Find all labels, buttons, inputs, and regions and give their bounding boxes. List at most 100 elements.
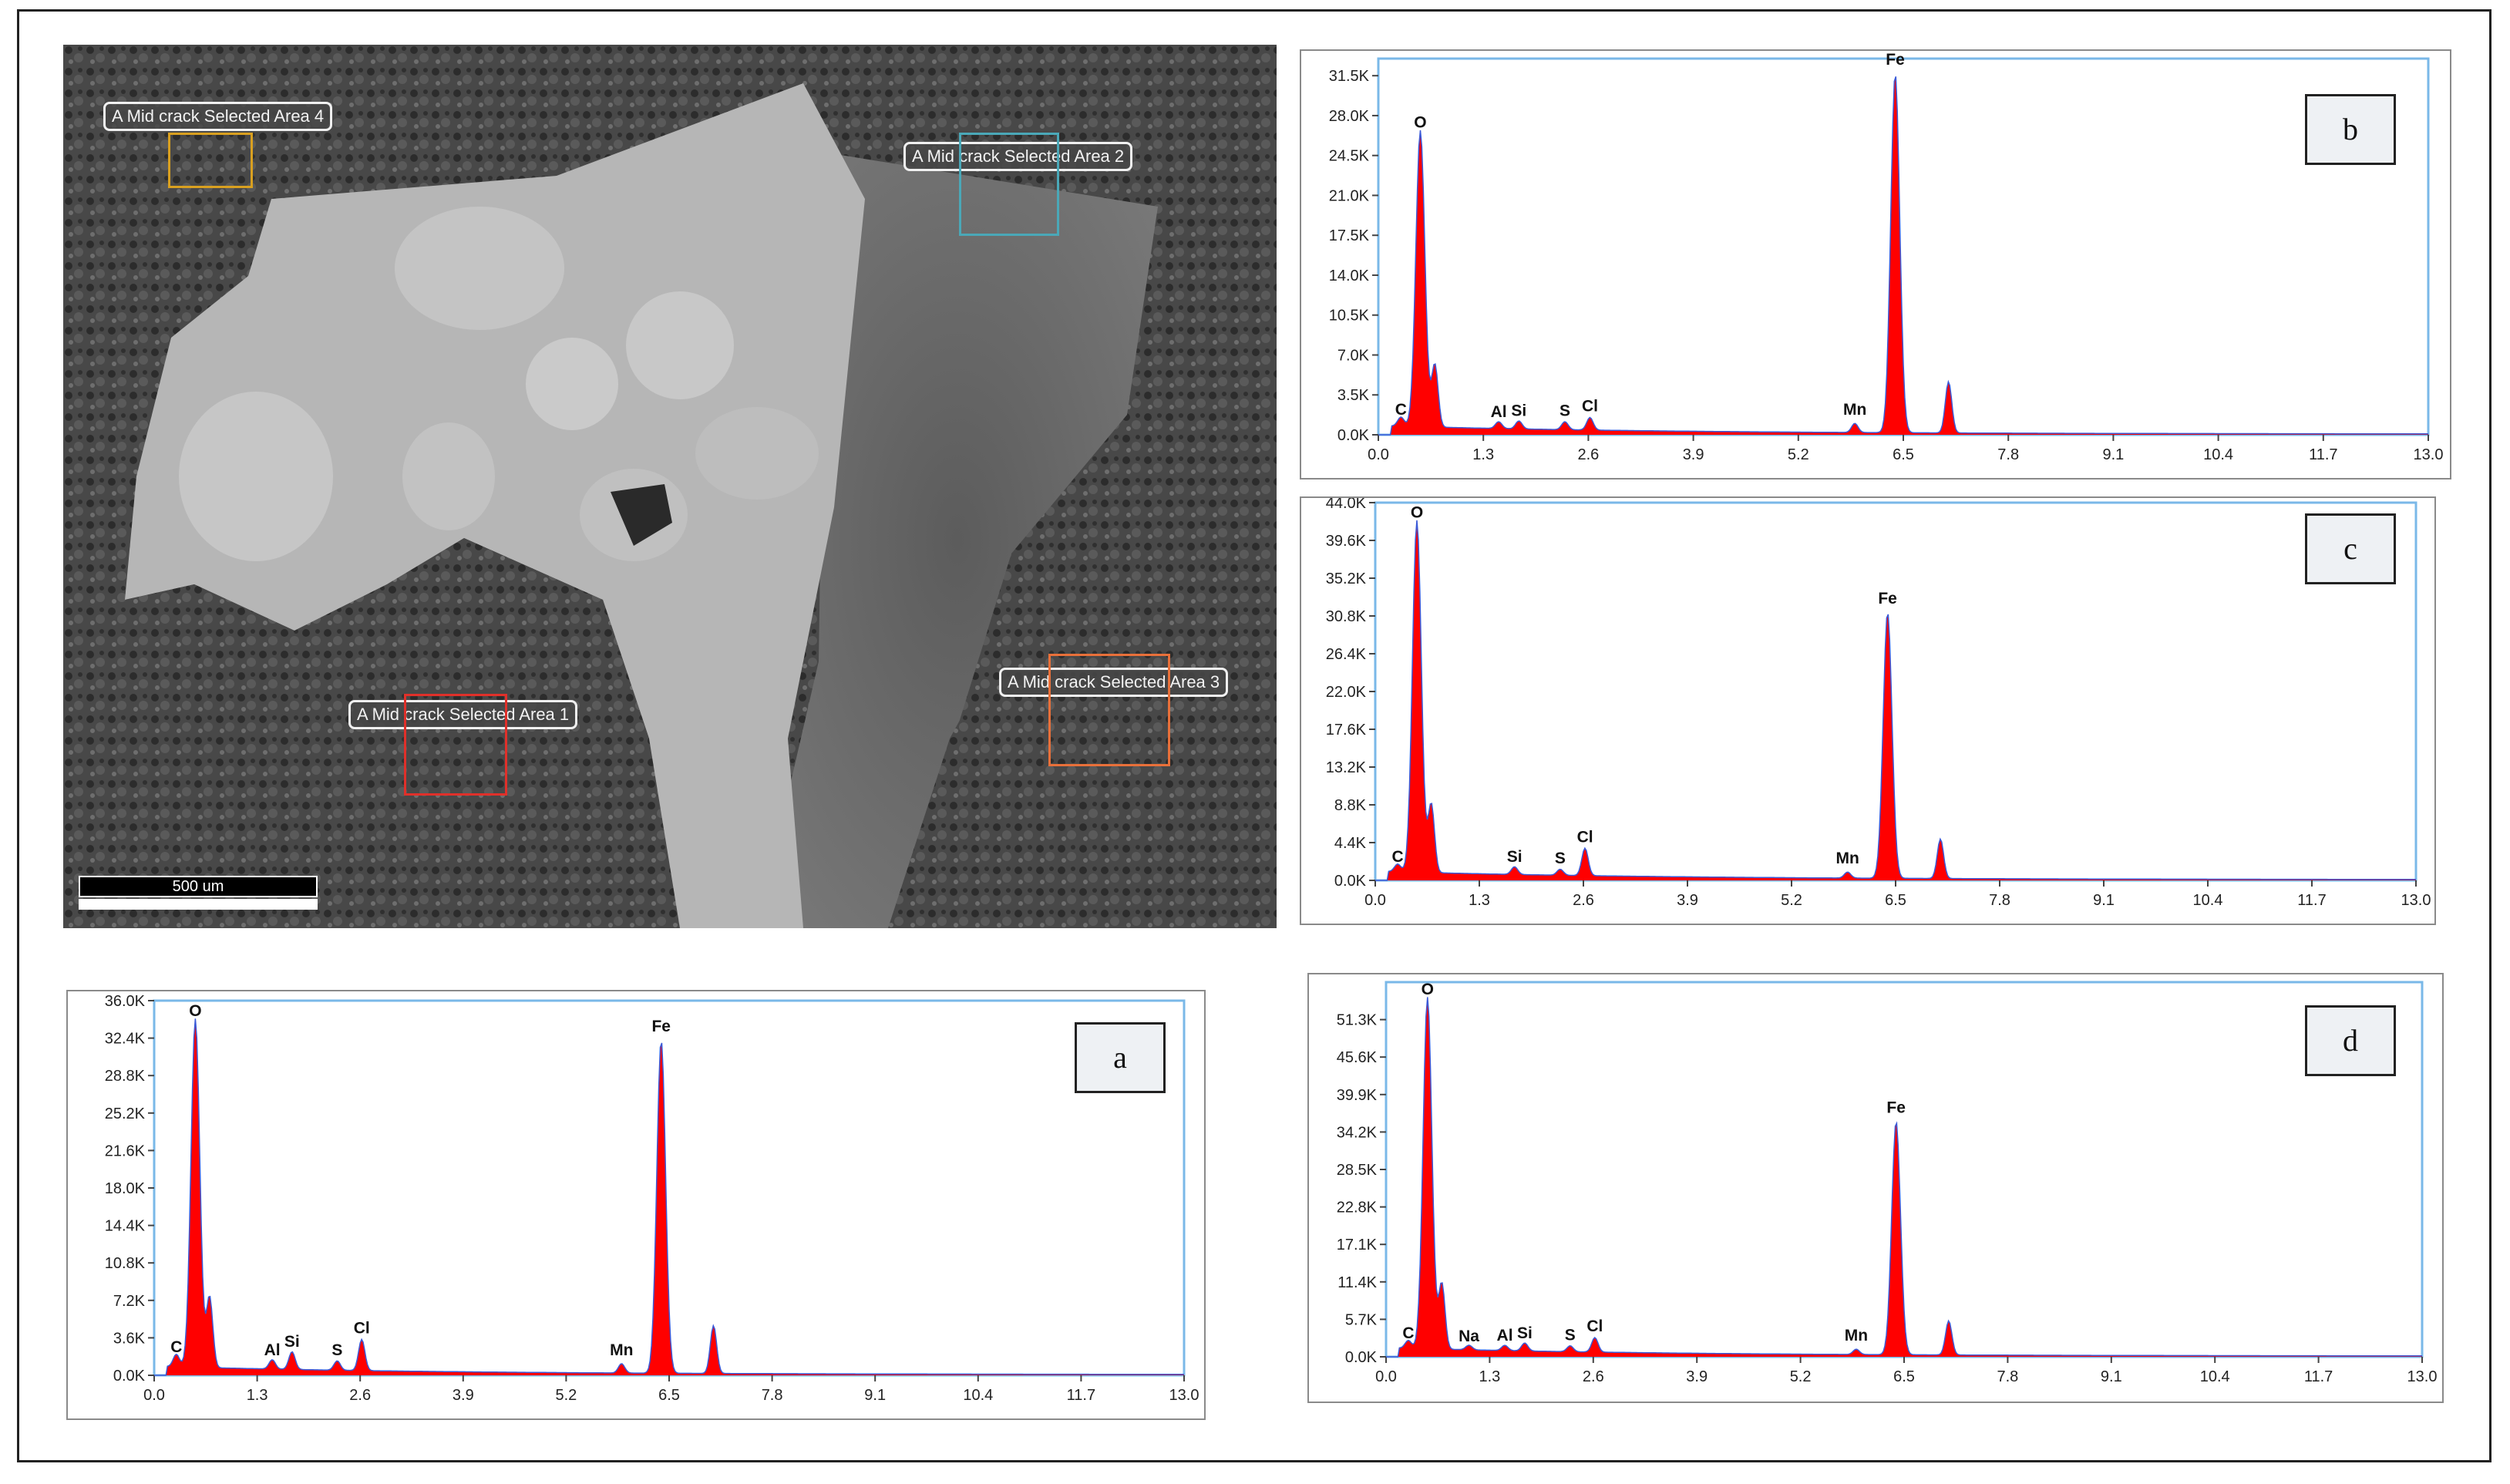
panel-label-c: c <box>2305 513 2396 584</box>
x-tick-label: 7.8 <box>1997 446 2019 463</box>
scale-bar-label: 500 um <box>172 878 224 895</box>
figure-frame <box>17 9 2491 1462</box>
roi-box-area-3 <box>1048 654 1170 766</box>
y-tick-label: 7.0K <box>1337 347 1370 364</box>
peak-label-s: S <box>1559 402 1570 420</box>
y-tick-label: 36.0K <box>105 993 146 1010</box>
x-tick-label: 5.2 <box>1788 446 1809 463</box>
peak-label-fe: Fe <box>1878 590 1897 607</box>
x-tick-label: 2.6 <box>1583 1368 1604 1385</box>
roi-label-area-4: A Mid crack Selected Area 4 <box>103 102 333 131</box>
y-tick-label: 17.1K <box>1337 1237 1378 1253</box>
x-tick-label: 10.4 <box>2193 892 2223 909</box>
x-tick-label: 11.7 <box>2304 1368 2333 1385</box>
x-tick-label: 1.3 <box>1472 446 1494 463</box>
peak-label-c: C <box>1395 401 1407 419</box>
sem-micrograph: A Mid crack Selected Area 4 A Mid crack … <box>63 45 1277 928</box>
panel-label-d: d <box>2305 1005 2396 1076</box>
peak-label-al: Al <box>1497 1327 1513 1344</box>
peak-label-si: Si <box>284 1333 300 1351</box>
spectrum-chart-b: 0.0K 3.5K 7.0K 10.5K 14.0K 17.5K 21.0K 24.5K 28.… <box>1329 51 2444 463</box>
x-tick-label: 3.9 <box>1683 446 1704 463</box>
sem-texture <box>63 45 1277 928</box>
x-tick-label: 5.2 <box>1781 892 1802 909</box>
x-tick-label: 6.5 <box>1885 892 1906 909</box>
panel-label-a: a <box>1075 1022 1166 1093</box>
y-tick-label: 10.5K <box>1329 308 1370 325</box>
peak-label-si: Si <box>1517 1324 1533 1342</box>
y-tick-label: 39.6K <box>1326 533 1367 550</box>
peak-label-mn: Mn <box>1843 401 1866 419</box>
x-tick-label: 11.7 <box>2297 892 2326 909</box>
spectrum-outline <box>154 1018 1184 1376</box>
peak-label-al: Al <box>264 1341 281 1359</box>
peak-label-mn: Mn <box>610 1341 633 1359</box>
peak-label-mn: Mn <box>1845 1327 1868 1344</box>
x-tick-label: 6.5 <box>1893 446 1914 463</box>
roi-box-area-1 <box>404 694 507 796</box>
spectrum-chart-d: 0.0K 5.7K 11.4K 17.1K 22.8K 28.5K 34.2K 39.9K 45… <box>1337 981 2438 1385</box>
spectrum-outline <box>1378 76 2428 436</box>
y-tick-label: 22.0K <box>1326 684 1367 701</box>
spectrum-outline <box>1386 997 2422 1358</box>
peak-label-al: Al <box>1491 403 1507 421</box>
peak-label-o: O <box>1414 114 1426 132</box>
x-tick-label: 13.0 <box>2401 892 2431 909</box>
peak-label-s: S <box>331 1341 342 1359</box>
x-tick-label: 3.9 <box>1677 892 1698 909</box>
x-tick-label: 9.1 <box>2101 1368 2122 1385</box>
y-tick-label: 22.8K <box>1337 1200 1378 1216</box>
y-tick-label: 39.9K <box>1337 1087 1378 1104</box>
panel-label-b: b <box>2305 94 2396 165</box>
y-tick-label: 0.0K <box>1334 873 1367 890</box>
x-tick-label: 10.4 <box>2203 446 2233 463</box>
peak-label-cl: Cl <box>1586 1317 1603 1335</box>
x-tick-label: 7.8 <box>762 1387 783 1404</box>
y-tick-label: 26.4K <box>1326 646 1367 663</box>
peak-label-fe: Fe <box>651 1018 671 1035</box>
y-tick-label: 14.4K <box>105 1218 146 1235</box>
y-tick-label: 18.0K <box>105 1180 146 1197</box>
peak-label-cl: Cl <box>1582 398 1598 416</box>
plot-area-frame <box>1385 981 2424 1358</box>
y-tick-label: 0.0K <box>113 1368 146 1385</box>
scale-bar: 500 um <box>79 876 318 911</box>
x-tick-label: 9.1 <box>2093 892 2115 909</box>
peak-label-o: O <box>1411 503 1423 521</box>
y-tick-label: 21.6K <box>105 1142 146 1159</box>
peak-label-o: O <box>1422 981 1434 998</box>
roi-label-area-1: A Mid crack Selected Area 1 <box>348 700 578 729</box>
x-tick-label: 13.0 <box>2407 1368 2438 1385</box>
x-tick-label: 0.0 <box>1368 446 1389 463</box>
x-tick-label: 10.4 <box>2200 1368 2230 1385</box>
y-tick-label: 17.5K <box>1329 227 1370 244</box>
spectrum-panel-a: 0.0K 3.6K 7.2K 10.8K 14.4K 18.0K 21.6K 25.2K 28.… <box>66 990 1206 1420</box>
y-tick-label: 28.0K <box>1329 108 1370 125</box>
y-tick-label: 14.0K <box>1329 268 1370 284</box>
peak-label-fe: Fe <box>1886 1099 1906 1116</box>
spectrum-panel-d: 0.0K 5.7K 11.4K 17.1K 22.8K 28.5K 34.2K 39.9K 45… <box>1307 973 2444 1403</box>
spectrum-chart-c: 0.0K 4.4K 8.8K 13.2K 17.6K 22.0K 26.4K 30.8K 35.… <box>1326 498 2431 909</box>
x-tick-label: 3.9 <box>1686 1368 1708 1385</box>
y-tick-label: 45.6K <box>1337 1049 1378 1066</box>
y-tick-label: 13.2K <box>1326 759 1367 776</box>
x-tick-label: 2.6 <box>349 1387 371 1404</box>
y-tick-label: 8.8K <box>1334 797 1367 814</box>
peak-label-s: S <box>1555 850 1566 867</box>
y-tick-label: 4.4K <box>1334 835 1367 852</box>
y-tick-label: 17.6K <box>1326 722 1367 739</box>
x-tick-label: 2.6 <box>1573 892 1594 909</box>
spectrum-outline <box>1375 520 2416 881</box>
y-tick-label: 10.8K <box>105 1255 146 1272</box>
peak-label-si: Si <box>1511 402 1526 420</box>
y-tick-label: 0.0K <box>1337 427 1370 444</box>
y-tick-label: 24.5K <box>1329 148 1370 165</box>
y-tick-label: 3.5K <box>1337 387 1370 404</box>
y-tick-label: 0.0K <box>1345 1349 1378 1366</box>
y-tick-label: 3.6K <box>113 1330 146 1347</box>
y-tick-label: 11.4K <box>1337 1274 1377 1291</box>
y-tick-label: 31.5K <box>1329 68 1370 85</box>
x-tick-label: 9.1 <box>864 1387 886 1404</box>
x-tick-label: 13.0 <box>2414 446 2444 463</box>
y-tick-label: 51.3K <box>1337 1012 1378 1029</box>
